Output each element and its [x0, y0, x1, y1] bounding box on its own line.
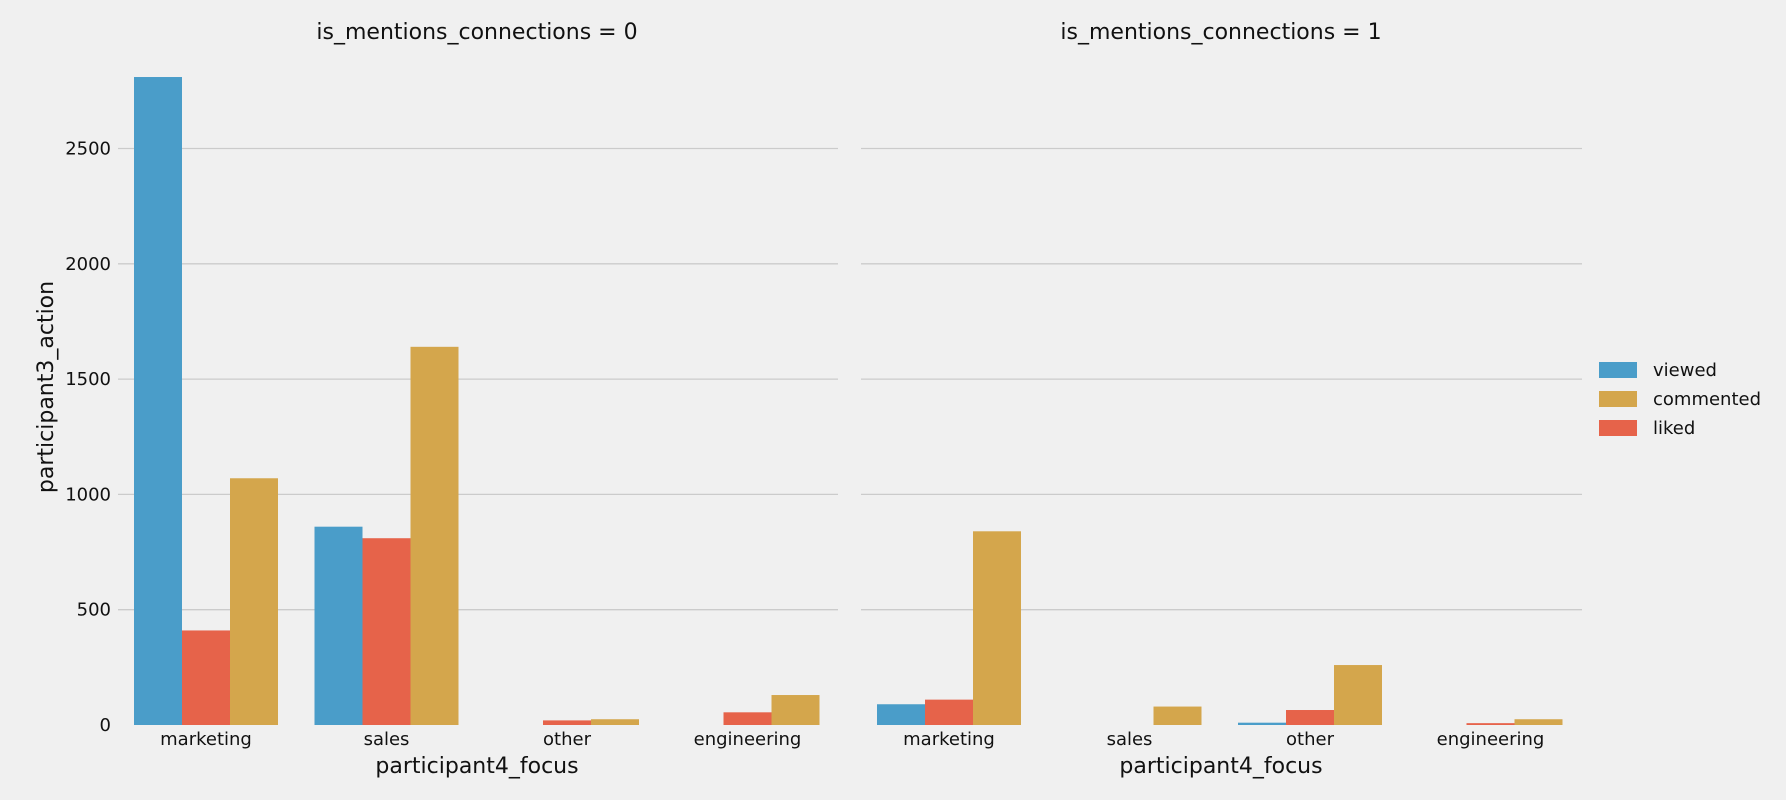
- y-tick-label: 0: [100, 715, 111, 736]
- bar-viewed-marketing: [134, 77, 182, 726]
- bar-viewed-marketing: [877, 704, 925, 725]
- y-axis-title: participant3_action: [34, 281, 59, 493]
- legend-swatch-liked: [1599, 420, 1637, 436]
- bar-commented-sales: [1153, 706, 1202, 725]
- x-tick-label: engineering: [694, 729, 802, 750]
- bar-commented-sales: [410, 346, 459, 725]
- bar-liked-engineering: [723, 712, 772, 725]
- x-tick-label: sales: [1107, 729, 1153, 750]
- legend-label-viewed: viewed: [1653, 360, 1717, 381]
- bar-liked-marketing: [182, 630, 230, 725]
- legend-swatch-viewed: [1599, 362, 1637, 378]
- bars: [134, 77, 820, 726]
- legend-swatch-commented: [1599, 391, 1637, 407]
- y-tick-labels: 0 500 1000 1500 2000 2500: [65, 139, 111, 737]
- x-tick-labels: marketing sales other engineering: [160, 729, 801, 750]
- y-tick-label: 2000: [65, 254, 111, 275]
- x-axis-title: participant4_focus: [1119, 754, 1322, 779]
- legend-label-commented: commented: [1653, 389, 1761, 410]
- panel-mentions-1: is_mentions_connections = 1 marketing sal…: [861, 20, 1582, 779]
- y-tick-label: 500: [77, 600, 111, 621]
- legend-label-liked: liked: [1653, 418, 1695, 439]
- x-axis-title: participant4_focus: [375, 754, 578, 779]
- bars: [877, 531, 1563, 725]
- bar-commented-other: [1334, 665, 1382, 725]
- panel-mentions-0: is_mentions_connections = 0 0 500 1000 1500…: [65, 20, 838, 779]
- bar-commented-engineering: [771, 695, 820, 725]
- bar-liked-engineering: [1466, 723, 1515, 725]
- x-tick-label: marketing: [160, 729, 252, 750]
- x-tick-label: engineering: [1437, 729, 1545, 750]
- bar-commented-marketing: [230, 478, 278, 725]
- bar-commented-marketing: [973, 531, 1021, 725]
- panel-title: is_mentions_connections = 0: [316, 20, 637, 45]
- bar-commented-engineering: [1514, 719, 1563, 725]
- bar-liked-other: [543, 720, 591, 725]
- x-tick-label: marketing: [903, 729, 995, 750]
- bar-commented-other: [591, 719, 639, 725]
- legend: viewed commented liked: [1599, 360, 1761, 439]
- y-tick-label: 2500: [65, 139, 111, 160]
- x-tick-label: other: [1286, 729, 1335, 750]
- bar-liked-marketing: [925, 699, 973, 725]
- bar-viewed-sales: [314, 526, 363, 725]
- gridlines: [861, 147, 1582, 611]
- y-tick-label: 1500: [65, 369, 111, 390]
- panel-title: is_mentions_connections = 1: [1060, 20, 1381, 45]
- y-tick-label: 1000: [65, 484, 111, 505]
- x-tick-label: other: [543, 729, 592, 750]
- x-tick-labels: marketing sales other engineering: [903, 729, 1544, 750]
- x-tick-label: sales: [364, 729, 410, 750]
- bar-liked-sales: [362, 538, 411, 725]
- gridlines: [118, 147, 838, 611]
- bar-liked-other: [1286, 710, 1334, 725]
- bar-viewed-other: [1238, 722, 1286, 725]
